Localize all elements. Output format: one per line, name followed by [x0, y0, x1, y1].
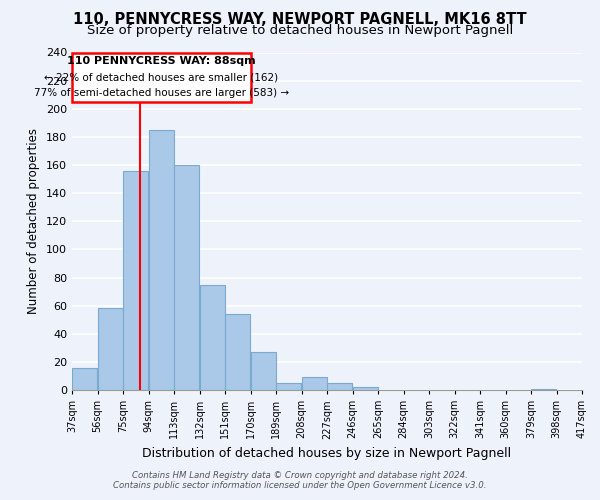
- Bar: [353, 387, 378, 390]
- Bar: [327, 383, 352, 390]
- Bar: [251, 352, 276, 390]
- Bar: [149, 130, 174, 390]
- X-axis label: Distribution of detached houses by size in Newport Pagnell: Distribution of detached houses by size …: [142, 447, 512, 460]
- Bar: [200, 284, 225, 390]
- Bar: [98, 308, 123, 390]
- Bar: [276, 383, 301, 390]
- Y-axis label: Number of detached properties: Number of detached properties: [28, 128, 40, 314]
- Bar: [302, 378, 327, 390]
- Text: Contains HM Land Registry data © Crown copyright and database right 2024.
Contai: Contains HM Land Registry data © Crown c…: [113, 470, 487, 490]
- Text: ← 22% of detached houses are smaller (162): ← 22% of detached houses are smaller (16…: [44, 73, 278, 83]
- Bar: [531, 388, 556, 390]
- FancyBboxPatch shape: [72, 52, 251, 102]
- Bar: [174, 165, 199, 390]
- Text: Size of property relative to detached houses in Newport Pagnell: Size of property relative to detached ho…: [87, 24, 513, 37]
- Text: 110 PENNYCRESS WAY: 88sqm: 110 PENNYCRESS WAY: 88sqm: [67, 56, 256, 66]
- Bar: [225, 314, 250, 390]
- Bar: [123, 170, 148, 390]
- Text: 77% of semi-detached houses are larger (583) →: 77% of semi-detached houses are larger (…: [34, 88, 289, 99]
- Bar: [72, 368, 97, 390]
- Text: 110, PENNYCRESS WAY, NEWPORT PAGNELL, MK16 8TT: 110, PENNYCRESS WAY, NEWPORT PAGNELL, MK…: [73, 12, 527, 28]
